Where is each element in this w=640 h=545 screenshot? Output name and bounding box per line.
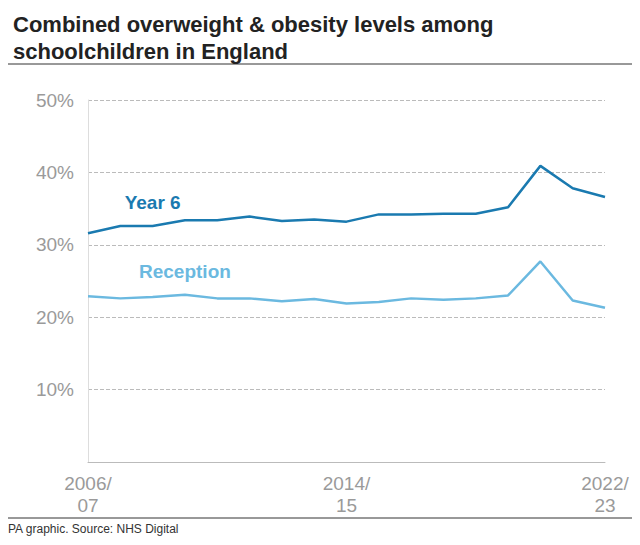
svg-text:PA graphic. Source: NHS Digita: PA graphic. Source: NHS Digital — [8, 522, 179, 536]
svg-text:30%: 30% — [36, 234, 74, 255]
svg-text:40%: 40% — [36, 162, 74, 183]
svg-text:2022/: 2022/ — [581, 473, 629, 494]
svg-text:15: 15 — [336, 495, 357, 516]
svg-text:2006/: 2006/ — [64, 473, 112, 494]
svg-text:20%: 20% — [36, 307, 74, 328]
svg-text:Combined overweight & obesity: Combined overweight & obesity levels amo… — [13, 12, 500, 37]
svg-text:07: 07 — [77, 495, 98, 516]
svg-text:50%: 50% — [36, 90, 74, 111]
svg-text:10%: 10% — [36, 379, 74, 400]
svg-text:Reception: Reception — [139, 261, 231, 282]
svg-text:23: 23 — [594, 495, 615, 516]
svg-text:schoolchildren in England: schoolchildren in England — [13, 39, 288, 64]
svg-text:Year 6: Year 6 — [125, 192, 181, 213]
svg-text:2014/: 2014/ — [323, 473, 371, 494]
